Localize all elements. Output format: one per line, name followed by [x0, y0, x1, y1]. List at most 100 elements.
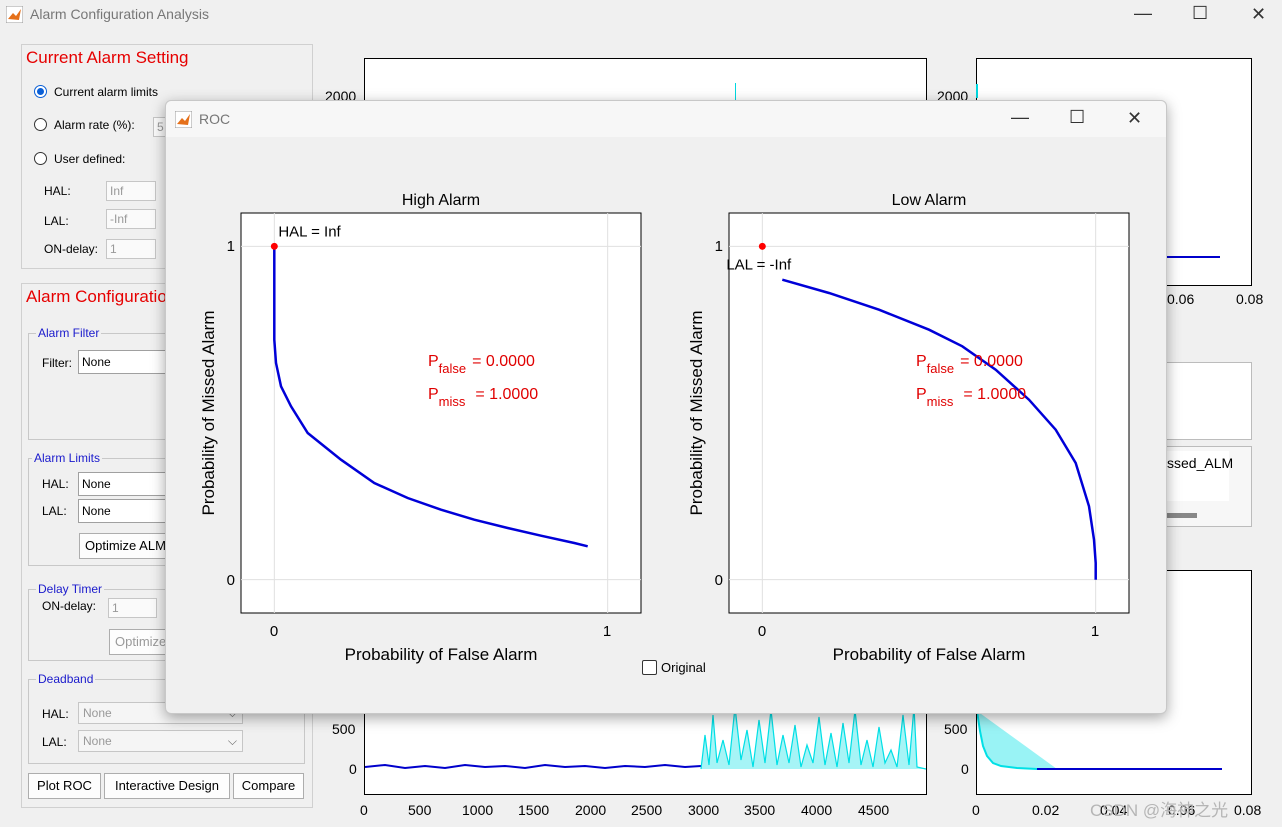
- filter-select[interactable]: None: [78, 350, 178, 374]
- current-setting-title: Current Alarm Setting: [26, 48, 189, 67]
- pmiss-main: P: [428, 386, 439, 403]
- maximize-button[interactable]: ☐: [1192, 3, 1209, 23]
- high-marker-point: [270, 242, 278, 250]
- radio-alarm-rate[interactable]: [34, 118, 47, 131]
- bg-bottom-right-xtick: 0: [972, 802, 980, 818]
- radio-current-limits[interactable]: [34, 85, 47, 98]
- low-roc-curve: [781, 278, 1097, 580]
- roc-minimize-button[interactable]: —: [1011, 107, 1029, 127]
- hal-input[interactable]: Inf: [106, 181, 156, 201]
- pfalse-sub: false: [439, 361, 466, 376]
- minimize-button[interactable]: —: [1134, 3, 1152, 23]
- bg-legend-box: [1161, 451, 1229, 501]
- high-ylabel: Probability of Missed Alarm: [199, 310, 218, 515]
- chevron-down-icon: ⌵: [227, 734, 237, 748]
- roc-window: ROC — ☐ ✕ High Alarm HAL = Inf Pfalse = 0…: [165, 100, 1167, 714]
- high-pfalse-value: = 0.0000: [472, 353, 535, 370]
- low-title: Low Alarm: [892, 192, 967, 209]
- roc-titlebar: [166, 101, 1166, 137]
- low-ytick-1: 1: [715, 238, 723, 255]
- bg-bottom-xtick: 3000: [688, 802, 720, 818]
- roc-maximize-button[interactable]: ☐: [1069, 107, 1086, 127]
- bg-legend-scrollbar[interactable]: [1167, 513, 1197, 518]
- ondelay-input[interactable]: 1: [106, 239, 156, 259]
- delay-ondelay-label: ON-delay:: [42, 599, 97, 613]
- original-checkbox[interactable]: [642, 660, 657, 675]
- limits-lal-select[interactable]: None: [78, 499, 178, 523]
- limits-hal-select[interactable]: None: [78, 472, 178, 496]
- original-label: Original: [661, 660, 706, 675]
- low-ylabel: Probability of Missed Alarm: [687, 310, 706, 515]
- compare-button[interactable]: Compare: [233, 773, 304, 799]
- bg-top-right-xtick: 0.06: [1167, 291, 1195, 307]
- low-xtick-0: 0: [758, 623, 766, 640]
- bg-bottom-xtick: 0: [360, 802, 368, 818]
- high-ytick-0: 0: [227, 572, 235, 589]
- bg-bottom-right-xtick: 0.02: [1032, 802, 1060, 818]
- roc-title: ROC: [199, 111, 231, 127]
- low-alarm-chart: Low Alarm LAL = -Inf Pfalse = 0.0000 Pmis…: [687, 192, 1130, 664]
- bg-panel-blank: [1160, 362, 1252, 440]
- pfalse-sub: false: [927, 361, 954, 376]
- bg-bottom-right-ytick: 0: [961, 761, 969, 777]
- bg-bottom-xtick: 4500: [858, 802, 890, 818]
- pfalse-main: P: [428, 353, 439, 370]
- bg-bottom-xtick: 2000: [575, 802, 607, 818]
- bg-bottom-xticks: 0 500 1000 1500 2000 2500 3000 3500 4000…: [360, 802, 927, 820]
- bg-bottom-right-xtick: 0.04: [1100, 802, 1128, 818]
- deadband-title: Deadband: [36, 672, 96, 686]
- bg-bottom-right-xtick: 0.08: [1234, 802, 1262, 818]
- low-pfalse: Pfalse = 0.0000: [916, 353, 1023, 376]
- high-title: High Alarm: [402, 192, 480, 209]
- ondelay-label: ON-delay:: [44, 242, 99, 256]
- pfalse-main: P: [916, 353, 927, 370]
- low-pmiss: Pmiss = 1.0000: [916, 386, 1026, 409]
- bg-bottom-xtick: 2500: [631, 802, 663, 818]
- option-alarm-rate: Alarm rate (%):: [54, 118, 135, 132]
- low-xlabel: Probability of False Alarm: [833, 645, 1026, 664]
- plot-roc-button[interactable]: Plot ROC: [28, 773, 101, 799]
- low-marker-point: [758, 242, 766, 250]
- matlab-icon: [6, 6, 23, 23]
- high-axes: [240, 212, 642, 614]
- roc-close-button[interactable]: ✕: [1127, 108, 1143, 128]
- pmiss-main: P: [916, 386, 927, 403]
- hal-label: HAL:: [44, 184, 71, 198]
- bg-legend-panel: ssed_ALM: [1160, 446, 1252, 527]
- low-xtick-1: 1: [1091, 623, 1099, 640]
- alarm-config-title: Alarm Configuratio: [26, 287, 167, 306]
- close-button[interactable]: ✕: [1251, 4, 1267, 24]
- bg-top-spike: [735, 83, 736, 103]
- high-pmiss: Pmiss = 1.0000: [428, 386, 538, 409]
- bg-bottom-signal: [365, 706, 926, 770]
- high-ytick-1: 1: [227, 238, 235, 255]
- bg-top-right-spike: [976, 84, 978, 98]
- pmiss-sub: miss: [439, 394, 466, 409]
- delay-ondelay-input[interactable]: 1: [108, 598, 157, 618]
- deadband-lal-value: None: [83, 734, 112, 748]
- high-xlabel: Probability of False Alarm: [345, 645, 538, 664]
- watermark: CSDN @海神之光: [1090, 801, 1229, 820]
- bg-bottom-ytick: 500: [332, 721, 356, 737]
- window-title: Alarm Configuration Analysis: [30, 6, 209, 22]
- bg-bottom-right-xticks: 0 0.02 0.04 0.06 0.08: [972, 802, 1266, 820]
- roc-charts: High Alarm HAL = Inf Pfalse = 0.0000 Pmis…: [199, 192, 1130, 664]
- low-ytick-0: 0: [715, 572, 723, 589]
- lal-input[interactable]: -Inf: [106, 209, 156, 229]
- bg-bottom-xtick: 500: [408, 802, 432, 818]
- interactive-design-button[interactable]: Interactive Design: [104, 773, 230, 799]
- limits-lal-label: LAL:: [42, 504, 67, 518]
- bg-bottom-xtick: 3500: [744, 802, 776, 818]
- low-pmiss-value: = 1.0000: [963, 386, 1026, 403]
- deadband-lal-select[interactable]: None ⌵: [78, 730, 243, 752]
- low-marker-label: LAL = -Inf: [726, 256, 792, 273]
- deadband-lal-label: LAL:: [42, 735, 67, 749]
- low-pfalse-value: = 0.0000: [960, 353, 1023, 370]
- optimize-alm-button[interactable]: Optimize ALM: [79, 533, 179, 559]
- radio-user-defined[interactable]: [34, 152, 47, 165]
- bg-bottom-right-signal: [977, 710, 1222, 770]
- high-roc-curve: [273, 246, 588, 548]
- bg-bottom-right-xtick: 0.06: [1168, 802, 1196, 818]
- bg-bottom-xtick: 4000: [801, 802, 833, 818]
- high-xtick-0: 0: [270, 623, 278, 640]
